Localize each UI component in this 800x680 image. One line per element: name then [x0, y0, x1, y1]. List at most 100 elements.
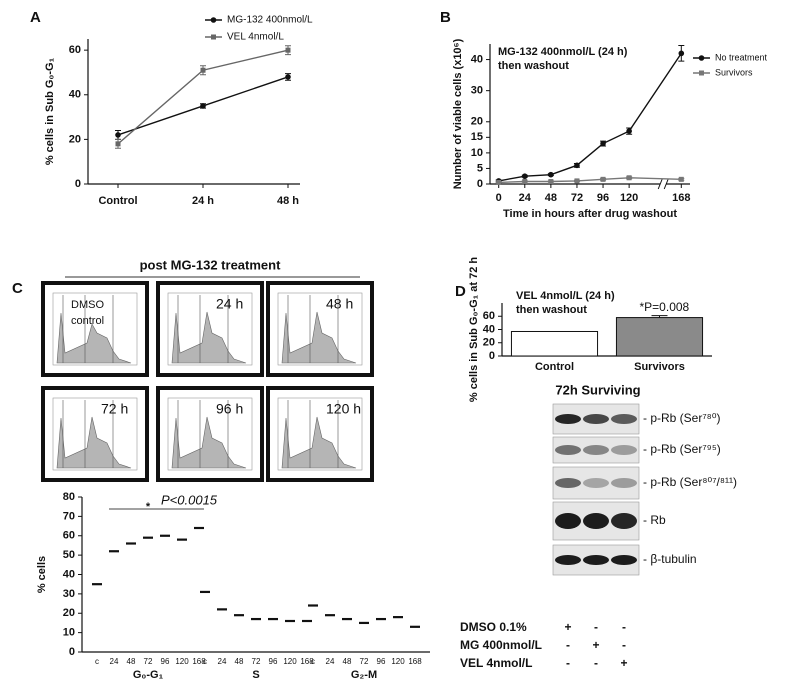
y-tick-label: 40 — [69, 89, 81, 101]
y-axis-label: Number of viable cells (x10⁶) — [452, 38, 464, 189]
marker — [626, 175, 632, 181]
bar — [615, 317, 704, 357]
y-axis-label: % cells in Sub G₀-G₁ at 72 h — [468, 257, 480, 402]
blot-band — [611, 555, 637, 565]
x-tick-label: 120 — [620, 192, 638, 204]
x-tick-label: 24 — [326, 657, 335, 666]
x-tick-label: 72 — [144, 657, 153, 666]
panel-letter: D — [455, 283, 466, 300]
y-tick-label: 80 — [63, 491, 75, 503]
x-tick-label: 48 — [235, 657, 244, 666]
legend-label: No treatment — [715, 52, 768, 62]
plot-break — [660, 44, 667, 176]
flow-histogram — [281, 416, 357, 469]
y-tick-label: 20 — [69, 133, 81, 145]
flow-label: 120 h — [326, 401, 361, 417]
x-tick-label: Control — [535, 361, 574, 373]
blot-title: 72h Surviving — [555, 382, 640, 397]
treatment-sign: - — [622, 638, 626, 652]
x-tick-label: 72 — [571, 192, 583, 204]
flow-histogram — [281, 311, 357, 364]
error-bar — [651, 315, 668, 318]
x-tick-label: 0 — [496, 192, 502, 204]
blot-band — [555, 414, 581, 424]
marker — [600, 176, 606, 182]
flow-plot — [277, 292, 363, 366]
flow-label: control — [71, 315, 104, 327]
annotation: *P=0.008 — [640, 300, 690, 314]
flow-label: 96 h — [216, 401, 243, 417]
flow-plot — [52, 397, 138, 471]
y-tick-label: 0 — [477, 178, 483, 190]
band-label: - p-Rb (Ser⁷⁹⁵) — [643, 442, 721, 456]
marker — [548, 179, 554, 185]
x-tick-label: 48 — [343, 657, 352, 666]
treatment-sign: - — [594, 620, 598, 634]
treatment-sign: + — [620, 656, 627, 670]
treatment-sign: - — [622, 620, 626, 634]
group-label: G₂-M — [351, 669, 377, 680]
panel-letter: C — [12, 280, 23, 297]
flow-label: DMSO — [71, 299, 104, 311]
treatment-sign: + — [592, 638, 599, 652]
marker — [285, 47, 291, 53]
marker — [200, 67, 206, 73]
blot-band — [583, 445, 609, 455]
legend-marker — [211, 34, 216, 40]
x-tick-label: 72 — [252, 657, 261, 666]
axis-break — [660, 179, 667, 189]
legend-marker — [699, 70, 704, 76]
flow-title: post MG-132 treatment — [140, 257, 282, 272]
flow-histogram — [171, 311, 247, 364]
y-tick-label: 40 — [483, 323, 495, 335]
marker — [548, 171, 554, 178]
y-tick-label: 40 — [471, 53, 483, 65]
chart-title: MG-132 400nmol/L (24 h) — [498, 46, 628, 58]
x-axis-label: Time in hours after drug washout — [503, 208, 677, 220]
band-label: - β-tubulin — [643, 552, 697, 566]
treatment-label: DMSO 0.1% — [460, 620, 527, 634]
marker — [574, 178, 580, 184]
x-tick-label: 168 — [192, 657, 206, 666]
y-axis-label: % cells in Sub G₀-G₁ — [44, 57, 56, 165]
x-tick-label: c — [203, 657, 207, 666]
treatment-sign: - — [594, 656, 598, 670]
legend-label: VEL 4nmol/L — [227, 32, 284, 43]
x-tick-label: 120 — [283, 657, 297, 666]
x-tick-label: 96 — [269, 657, 278, 666]
panel-letter: B — [440, 9, 451, 26]
blot-band — [611, 478, 637, 488]
marker — [115, 132, 121, 138]
blot-band — [611, 513, 637, 529]
x-tick-label: 24 — [218, 657, 227, 666]
blot-band — [555, 445, 581, 455]
y-tick-label: 70 — [63, 510, 75, 522]
marker — [521, 173, 528, 180]
chart-title: then washout — [516, 304, 587, 316]
y-tick-label: 40 — [63, 568, 75, 580]
flow-label: 24 h — [216, 296, 243, 312]
y-tick-label: 20 — [471, 116, 483, 128]
flow-histogram — [56, 312, 132, 364]
treatment-sign: - — [566, 656, 570, 670]
x-tick-label: 48 — [127, 657, 136, 666]
y-tick-label: 5 — [477, 162, 483, 174]
x-tick-label: 24 — [519, 192, 532, 204]
x-tick-label: c — [95, 657, 99, 666]
treatment-sign: - — [566, 638, 570, 652]
y-axis-label: % cells — [36, 556, 48, 593]
y-tick-label: 0 — [69, 646, 75, 658]
treatment-label: VEL 4nmol/L — [460, 656, 532, 670]
panel-letter: A — [30, 9, 41, 26]
y-tick-label: 10 — [63, 627, 75, 639]
marker — [678, 176, 684, 182]
marker — [678, 50, 685, 57]
y-tick-label: 20 — [63, 607, 75, 619]
treatment-label: MG 400nmol/L — [460, 638, 542, 652]
blot-band — [611, 414, 637, 424]
band-label: - p-Rb (Ser⁸⁰⁷/⁸¹¹) — [643, 475, 737, 489]
annotation-star: * — [146, 501, 151, 513]
legend-label: MG-132 400nmol/L — [227, 15, 313, 26]
blot-band — [555, 555, 581, 565]
blot-band — [555, 513, 581, 529]
